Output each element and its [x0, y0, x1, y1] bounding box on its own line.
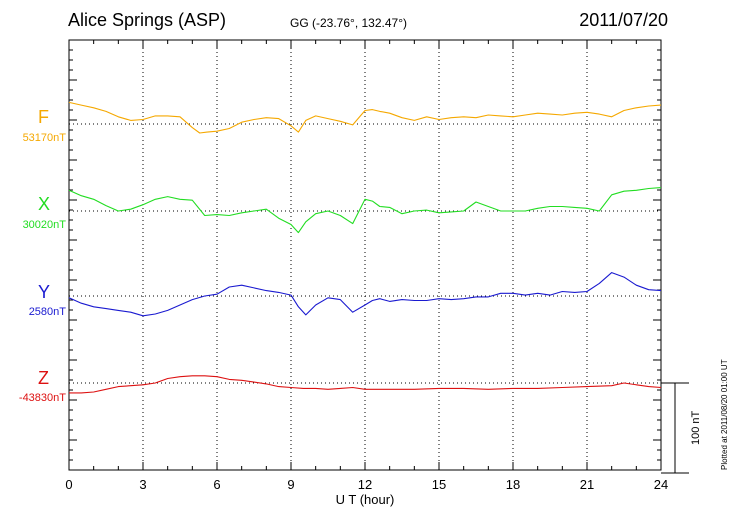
x-tick-label-18: 18 — [506, 477, 520, 492]
series-line-y — [68, 272, 662, 317]
x-tick-label-21: 21 — [580, 477, 594, 492]
chart-date: 2011/07/20 — [579, 10, 668, 30]
series-label-z: Z — [38, 368, 49, 388]
x-tick-label-9: 9 — [287, 477, 294, 492]
series-baseline-z: -43830nT — [18, 392, 66, 404]
x-axis-label: U T (hour) — [336, 492, 395, 507]
x-tick-label-0: 0 — [65, 477, 72, 492]
series-label-f: F — [38, 107, 49, 127]
plotted-timestamp: Plotted at 2011/08/20 01:00 UT — [720, 359, 729, 470]
series-line-f — [68, 101, 662, 134]
x-tick-label-3: 3 — [139, 477, 146, 492]
series-baseline-x: 30020nT — [22, 219, 66, 231]
station-title: Alice Springs (ASP) — [68, 10, 227, 30]
x-tick-label-12: 12 — [358, 477, 372, 492]
x-tick-label-15: 15 — [432, 477, 446, 492]
series-label-y: Y — [38, 282, 51, 302]
series-line-x — [68, 187, 662, 234]
station-coordinates: GG (-23.76°, 132.47°) — [290, 16, 407, 30]
series-line-z — [69, 375, 662, 394]
scale-bar-label: 100 nT — [690, 410, 702, 445]
series-label-x: X — [38, 194, 51, 214]
x-tick-label-6: 6 — [213, 477, 220, 492]
series-baseline-f: 53170nT — [22, 132, 66, 144]
x-tick-label-24: 24 — [654, 477, 668, 492]
series-baseline-y: 2580nT — [28, 306, 66, 318]
